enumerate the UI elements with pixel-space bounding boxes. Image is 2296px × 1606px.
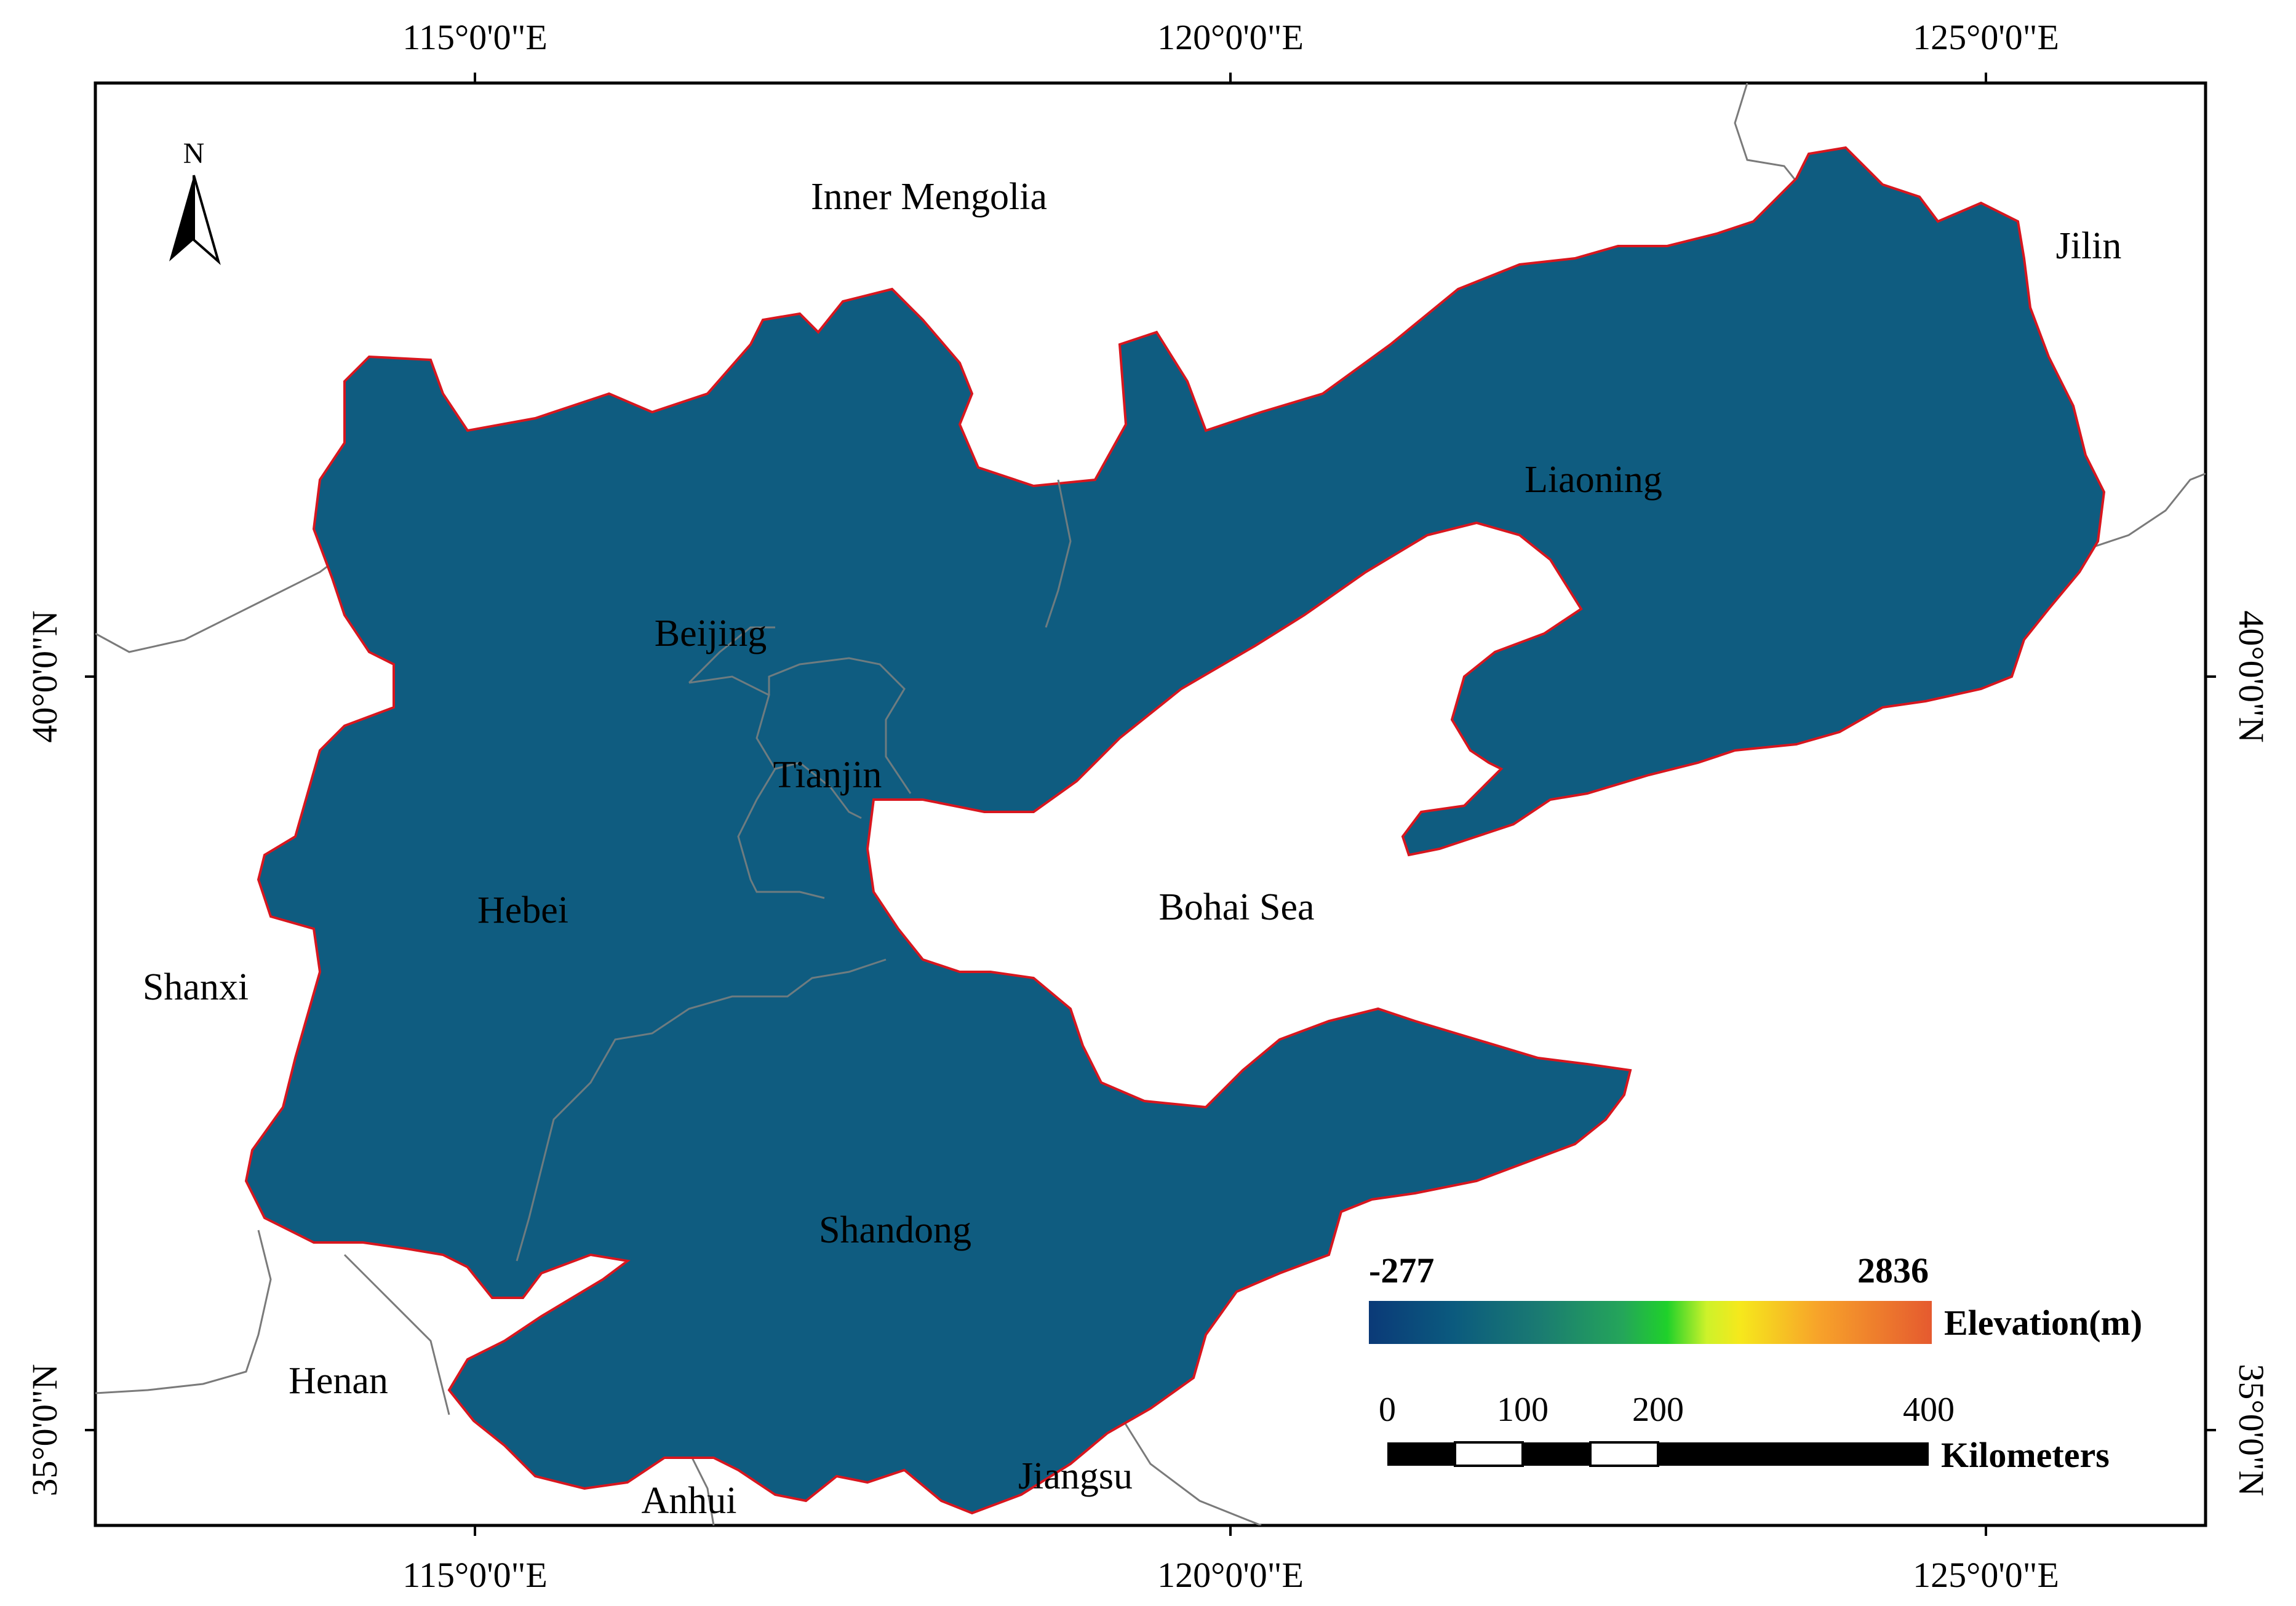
right-tick-label-35n: 35°0'0"N — [2231, 1364, 2271, 1496]
north-arrow-label: N — [183, 137, 205, 170]
scale-label-0: 0 — [1379, 1391, 1396, 1429]
scale-label-400: 400 — [1903, 1391, 1955, 1429]
left-tick-label-40n: 40°0'0"N — [25, 610, 65, 742]
label-shanxi: Shanxi — [143, 966, 249, 1008]
jilin-east-line — [2091, 472, 2206, 549]
bottom-tick-label-115: 115°0'0"E — [402, 1555, 548, 1595]
label-beijing: Beijing — [655, 613, 767, 654]
top-tick-label-120: 120°0'0"E — [1157, 17, 1304, 57]
label-shandong: Shandong — [819, 1209, 971, 1251]
jiangsu-boundary-line — [1118, 1414, 1262, 1525]
shanxi-boundary-line — [95, 552, 345, 653]
axis-ticks — [85, 73, 2216, 1536]
label-inner-mongolia: Inner Mengolia — [811, 176, 1047, 218]
bottom-tick-label-120: 120°0'0"E — [1157, 1555, 1304, 1595]
scale-unit-label: Kilometers — [1941, 1435, 2110, 1475]
top-tick-label-115: 115°0'0"E — [402, 17, 548, 57]
scale-label-100: 100 — [1497, 1391, 1549, 1429]
label-bohai-sea: Bohai Sea — [1158, 886, 1314, 928]
label-henan: Henan — [289, 1360, 388, 1402]
label-tianjin: Tianjin — [773, 754, 882, 796]
label-hebei: Hebei — [477, 889, 568, 931]
elevation-legend: -277 2836 Elevation(m) — [1369, 1250, 2142, 1344]
label-jiangsu: Jiangsu — [1018, 1455, 1133, 1497]
label-anhui: Anhui — [642, 1480, 737, 1522]
label-liaoning: Liaoning — [1525, 459, 1662, 501]
left-tick-label-35n: 35°0'0"N — [25, 1364, 65, 1496]
bottom-tick-label-125: 125°0'0"E — [1913, 1555, 2059, 1595]
elevation-legend-title: Elevation(m) — [1944, 1303, 2142, 1343]
henan-boundary-line — [95, 1230, 272, 1394]
north-arrow-icon: N — [169, 137, 221, 265]
henan-shandong-line — [343, 1254, 450, 1415]
jilin-boundary-line — [1734, 83, 1810, 197]
elevation-color-ramp — [1369, 1301, 1932, 1344]
elevation-min-label: -277 — [1369, 1250, 1434, 1290]
province-boundaries — [516, 479, 1072, 1262]
top-tick-label-125: 125°0'0"E — [1913, 17, 2059, 57]
scale-bar: 0 100 200 400 Kilometers — [1379, 1391, 2110, 1475]
right-tick-label-40n: 40°0'0"N — [2231, 610, 2271, 742]
label-jilin: Jilin — [2056, 225, 2122, 267]
anhui-boundary-line — [688, 1451, 715, 1525]
scale-label-200: 200 — [1632, 1391, 1684, 1429]
elevation-max-label: 2836 — [1857, 1250, 1929, 1290]
